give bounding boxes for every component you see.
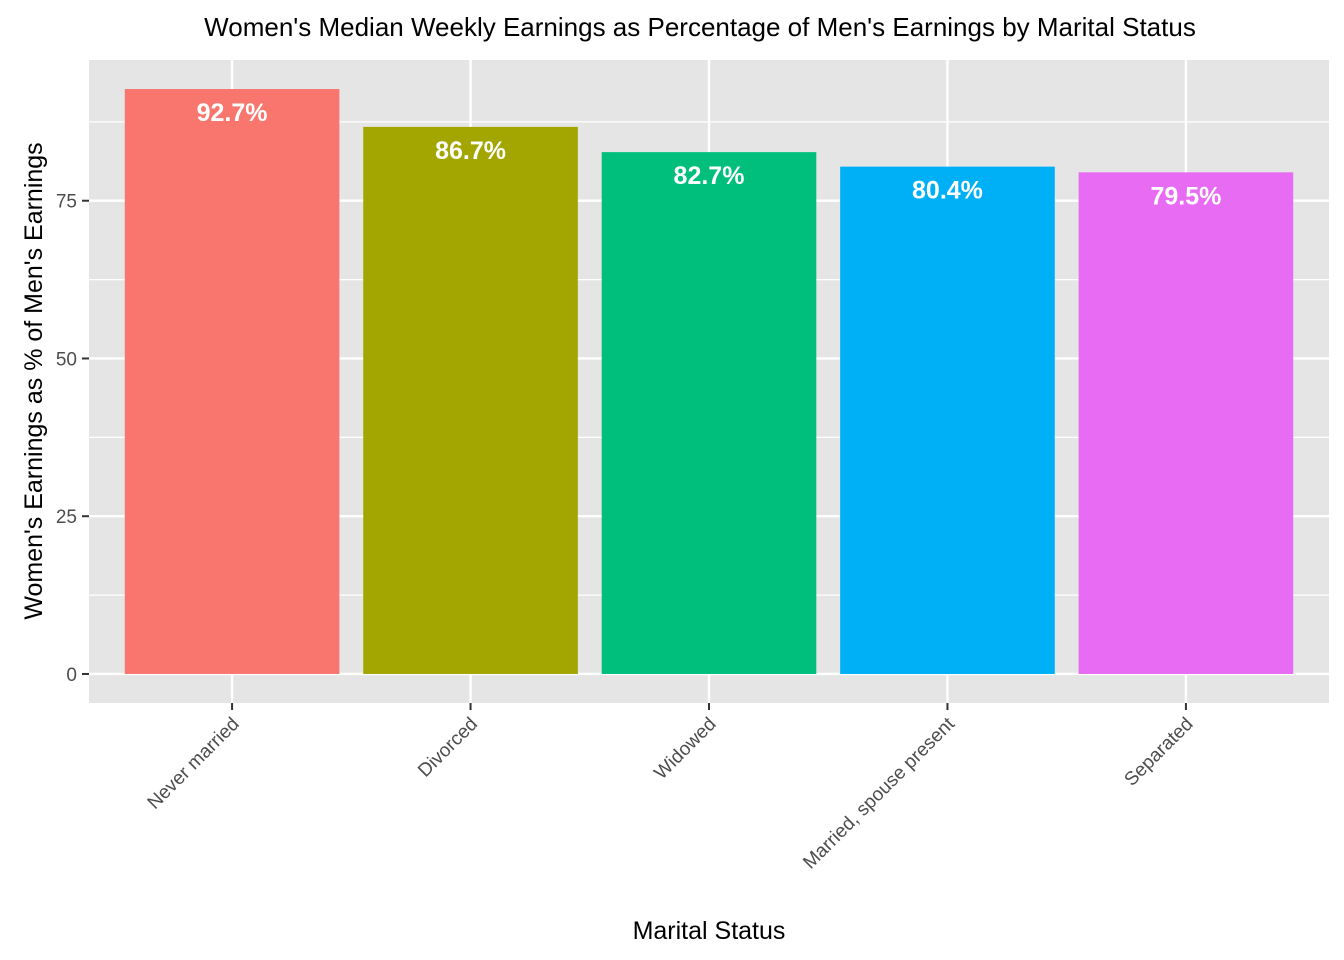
bar-data-label: 86.7% [435,137,506,165]
bar [363,126,578,674]
bar-data-label: 82.7% [674,162,745,190]
y-axis-title: Women's Earnings as % of Men's Earnings [20,142,48,619]
y-tick-label: 50 [56,349,77,370]
y-tick-label: 0 [66,665,77,686]
x-tick-label: Separated [1121,714,1198,791]
chart-title: Women's Median Weekly Earnings as Percen… [204,12,1196,42]
y-tick-label: 25 [56,507,77,528]
bar-data-label: 79.5% [1150,182,1221,210]
x-axis-title: Marital Status [633,917,786,945]
bar [840,166,1055,674]
x-tick-label: Widowed [650,714,720,784]
bar-data-label: 92.7% [197,99,268,127]
y-tick-label: 75 [56,192,77,213]
bar-labels: 92.7% 86.7% 82.7% 80.4% 79.5% [197,99,1222,210]
bar [124,89,340,674]
bar [1078,172,1294,674]
y-axis: 0 25 50 75 [56,192,89,686]
x-tick-label: Divorced [414,714,482,782]
x-tick-label: Never married [144,714,244,814]
x-axis: Never married Divorced Widowed Married, spo… [144,703,1198,873]
bar [601,152,817,674]
bar-data-label: 80.4% [912,177,983,205]
bars [124,89,1294,674]
x-tick-label: Married, spouse present [799,713,959,873]
